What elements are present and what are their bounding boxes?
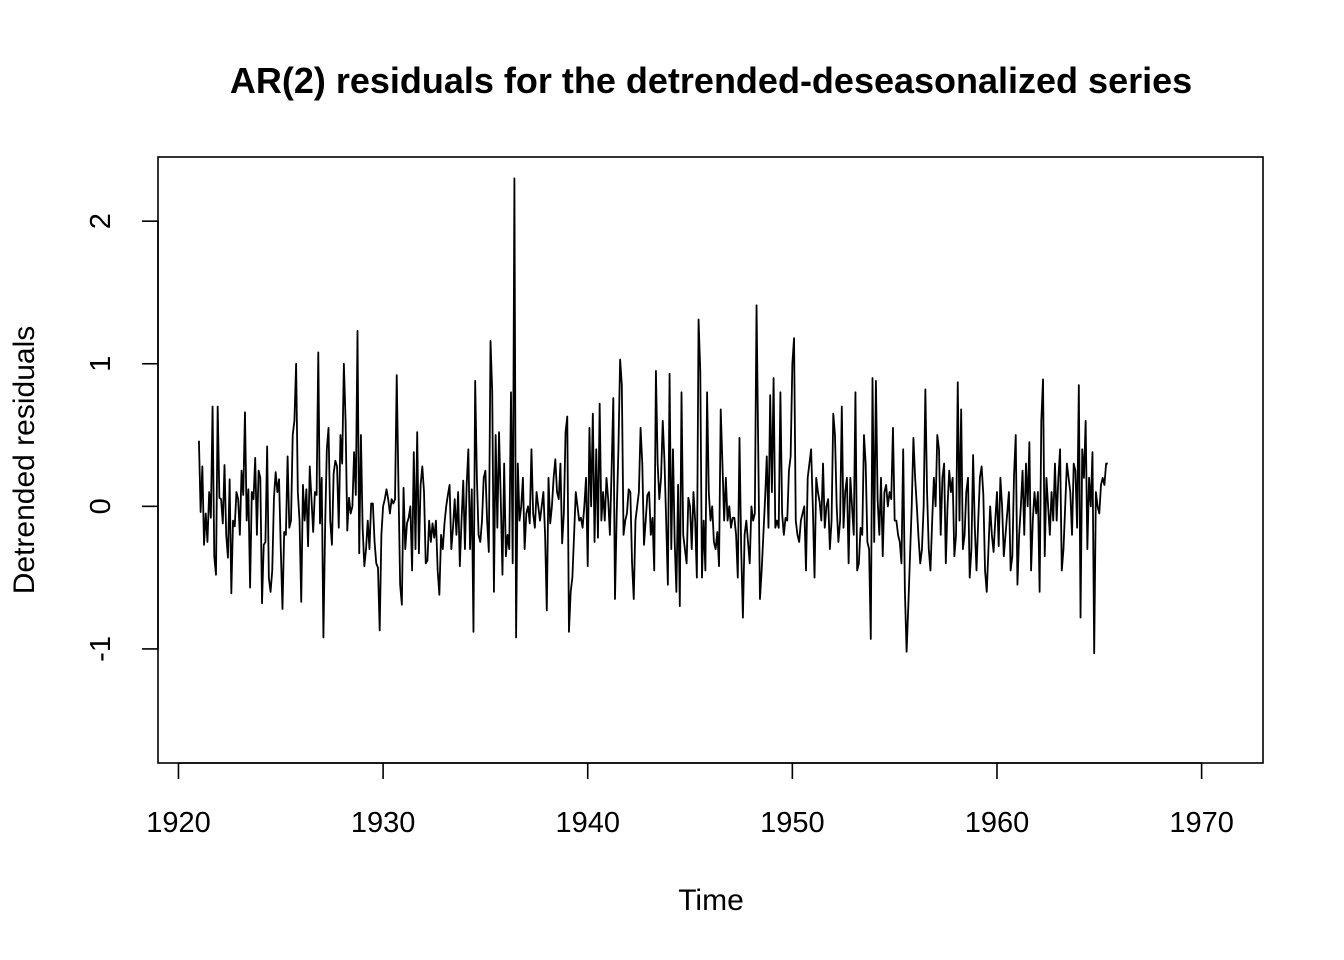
chart-title: AR(2) residuals for the detrended-deseas… xyxy=(230,60,1192,101)
x-tick-label: 1940 xyxy=(555,807,620,839)
y-tick-label: 0 xyxy=(85,498,117,514)
x-tick-label: 1960 xyxy=(965,807,1030,839)
x-axis: 1920 1930 1940 1950 1960 1970 xyxy=(146,762,1234,839)
x-tick-label: 1920 xyxy=(146,807,211,839)
x-axis-label: Time xyxy=(678,884,744,917)
x-tick-label: 1950 xyxy=(760,807,825,839)
x-tick-label: 1930 xyxy=(351,807,416,839)
series-line-residuals xyxy=(198,177,1108,655)
y-axis: -1 0 1 2 xyxy=(85,213,159,662)
x-tick-label: 1970 xyxy=(1169,807,1234,839)
y-tick-label: 2 xyxy=(85,213,117,229)
y-axis-label: Detrended residuals xyxy=(8,326,41,595)
plot-area-frame xyxy=(157,156,1264,764)
y-tick-label: 1 xyxy=(85,356,117,372)
y-tick-label: -1 xyxy=(85,636,117,662)
